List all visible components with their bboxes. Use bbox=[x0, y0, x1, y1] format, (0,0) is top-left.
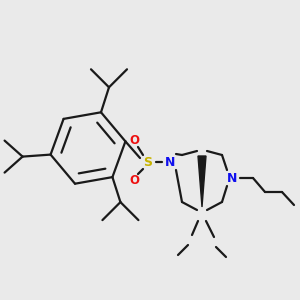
Text: O: O bbox=[129, 173, 139, 187]
Text: O: O bbox=[129, 134, 139, 146]
Text: S: S bbox=[143, 155, 152, 169]
Polygon shape bbox=[198, 156, 206, 207]
Text: N: N bbox=[227, 172, 237, 184]
Text: N: N bbox=[165, 155, 175, 169]
